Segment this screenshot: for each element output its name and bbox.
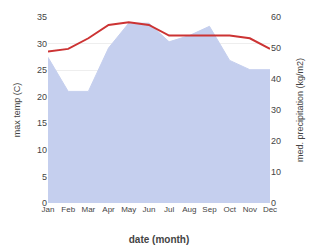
svg-text:Dec: Dec — [263, 205, 277, 214]
svg-text:10: 10 — [37, 145, 47, 155]
svg-text:Jan: Jan — [42, 205, 55, 214]
svg-text:Oct: Oct — [223, 205, 236, 214]
svg-text:May: May — [121, 205, 136, 214]
svg-text:20: 20 — [37, 92, 47, 102]
svg-text:max temp (C): max temp (C) — [12, 83, 22, 138]
svg-text:Apr: Apr — [102, 205, 115, 214]
svg-text:0: 0 — [42, 198, 47, 208]
svg-text:10: 10 — [271, 167, 281, 177]
svg-text:Mar: Mar — [81, 205, 95, 214]
svg-text:15: 15 — [37, 118, 47, 128]
svg-text:30: 30 — [37, 39, 47, 49]
svg-text:Nov: Nov — [243, 205, 257, 214]
svg-text:Jun: Jun — [142, 205, 155, 214]
svg-text:35: 35 — [37, 12, 47, 22]
svg-text:30: 30 — [271, 105, 281, 115]
svg-text:med. precipitation (kg/m2): med. precipitation (kg/m2) — [295, 58, 305, 162]
svg-text:Aug: Aug — [182, 205, 196, 214]
svg-text:5: 5 — [42, 172, 47, 182]
svg-text:0: 0 — [271, 198, 276, 208]
svg-text:Sep: Sep — [202, 205, 217, 214]
svg-text:50: 50 — [271, 43, 281, 53]
svg-text:Feb: Feb — [61, 205, 75, 214]
svg-text:Jul: Jul — [164, 205, 174, 214]
svg-text:date (month): date (month) — [129, 234, 190, 245]
svg-text:25: 25 — [37, 65, 47, 75]
svg-text:20: 20 — [271, 136, 281, 146]
svg-text:40: 40 — [271, 74, 281, 84]
svg-text:60: 60 — [271, 12, 281, 22]
